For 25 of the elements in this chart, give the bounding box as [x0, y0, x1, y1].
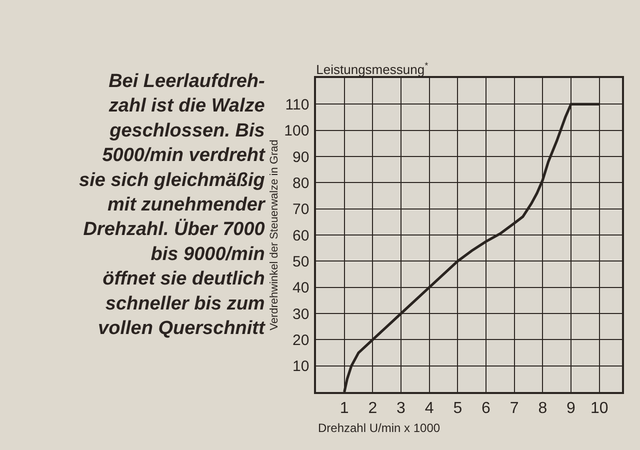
x-tick-label: 5	[453, 400, 462, 417]
y-tick-label: 70	[292, 201, 310, 218]
y-tick-label: 90	[292, 148, 310, 166]
y-tick-label: 100	[284, 122, 310, 140]
y-axis-title: Verdrehwinkel der Steuerwalze in Grad	[268, 140, 280, 330]
y-tick-label: 50	[292, 253, 310, 270]
y-tick-label: 40	[292, 280, 310, 297]
y-tick-label: 20	[292, 332, 310, 349]
x-tick-label: 8	[538, 400, 548, 417]
x-tick-label: 6	[482, 400, 491, 417]
y-tick-label: 60	[292, 227, 310, 244]
x-tick-label: 4	[424, 400, 434, 417]
y-tick-label: 110	[285, 96, 310, 114]
y-tick-label: 30	[292, 306, 310, 323]
y-tick-label: 80	[292, 174, 310, 192]
x-tick-label: 9	[566, 400, 576, 417]
x-axis-title: Drehzahl U/min x 1000	[318, 421, 440, 435]
y-tick-label: 10	[292, 358, 310, 376]
x-tick-label: 10	[590, 400, 608, 417]
chart-title: Leistungsmessung$^{*}$	[316, 60, 429, 77]
x-tick-label: 2	[368, 400, 378, 417]
x-tick-label: 1	[340, 400, 349, 417]
x-tick-label: 7	[510, 400, 519, 417]
text: Bei Leerlaufdreh- zahl ist die Walze geschlossen. Bis 5000/min verdreht sie sich gleichmäßig mit zunehmender Drehzahl. Über 7000 bis 9000/min öffnet sie deutlich schneller bis zum vollen Querschnitt	[79, 71, 265, 339]
x-tick-label: 3	[396, 400, 406, 417]
